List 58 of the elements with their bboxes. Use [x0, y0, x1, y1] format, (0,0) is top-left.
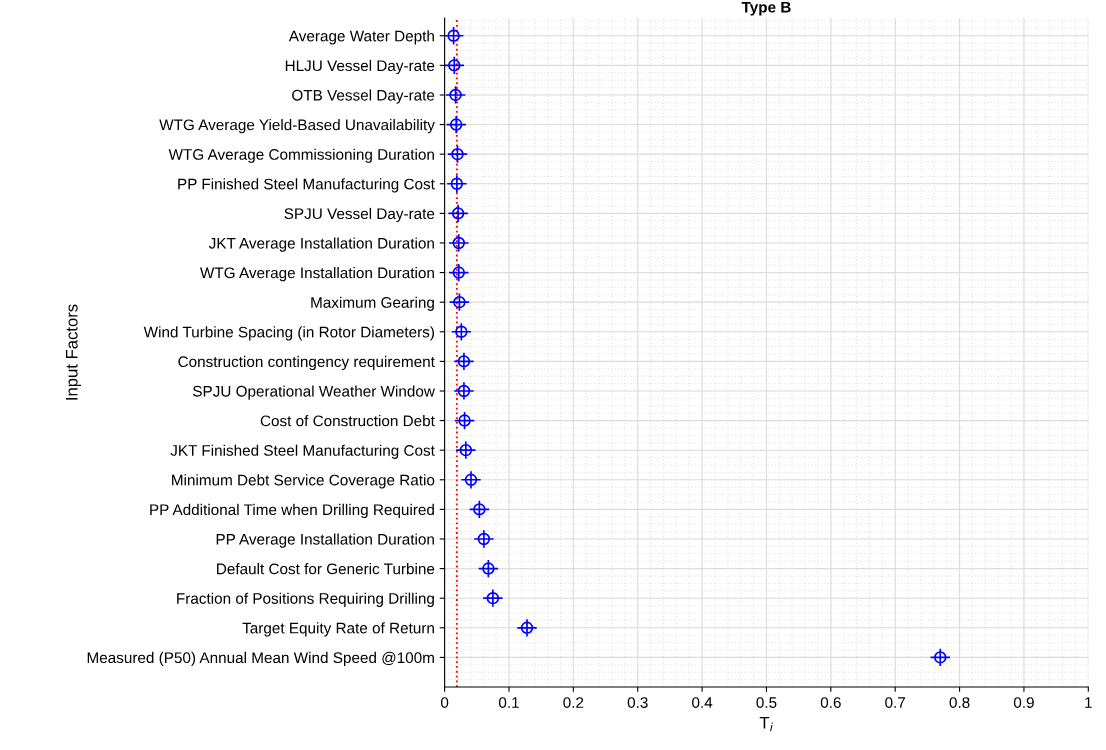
y-tick-label: WTG Average Yield-Based Unavailability — [159, 119, 435, 134]
x-tick-label: 0.2 — [563, 697, 584, 708]
y-tick-label: WTG Average Commissioning Duration — [168, 148, 434, 163]
y-tick-label: Cost of Construction Debt — [260, 415, 435, 427]
y-tick-label: Measured (P50) Annual Mean Wind Speed @100m — [87, 651, 434, 667]
y-tick-label: Fraction of Positions Requiring Drilling — [177, 592, 434, 607]
point — [454, 411, 476, 431]
y-tick-label: Maximum Gearing — [311, 296, 434, 311]
point — [448, 233, 470, 253]
point — [460, 470, 482, 490]
point — [444, 26, 465, 46]
point — [447, 203, 469, 223]
x-axis-title: T$_{i}$ — [759, 717, 773, 732]
y-tick-label: Wind Turbine Spacing (in Rotor Diameters) — [143, 326, 434, 341]
point — [477, 559, 499, 579]
y-tick-label: HLJU Vessel Day-rate — [285, 59, 435, 75]
point — [482, 588, 504, 608]
x-tick-label: 0.6 — [820, 697, 841, 708]
point — [468, 499, 490, 519]
point — [929, 647, 951, 667]
point — [446, 174, 468, 194]
y-tick-label: SPJU Operational Weather Window — [193, 385, 435, 400]
point — [453, 351, 475, 371]
y-tick-label: Average Water Depth — [288, 30, 434, 45]
y-tick-label: JKT Finished Steel Manufacturing Cost — [170, 444, 435, 459]
y-tick-label: SPJU Vessel Day-rate — [284, 207, 435, 223]
x-tick-label: 0.5 — [756, 697, 777, 708]
y-tick-label: Default Cost for Generic Turbine — [217, 563, 435, 575]
point — [516, 618, 538, 638]
x-tick-label: 0 — [440, 697, 449, 708]
y-tick-label: Minimum Debt Service Coverage Ratio — [172, 474, 435, 489]
y-axis-title: Input Factors — [66, 304, 81, 400]
y-tick-label: Construction contingency requirement — [178, 355, 435, 371]
x-tick-label: 0.9 — [1013, 697, 1034, 708]
x-tick-label: 0.4 — [692, 697, 713, 708]
point — [444, 55, 465, 75]
y-tick-label: PP Additional Time when Drilling Required — [150, 503, 434, 519]
point — [446, 144, 469, 164]
point — [473, 529, 495, 549]
point — [450, 322, 472, 342]
y-tick-label: JKT Average Installation Duration — [208, 237, 434, 252]
y-tick-label: PP Average Installation Duration — [216, 533, 434, 548]
x-tick-label: 0.8 — [949, 697, 970, 708]
x-tick-label: 0.1 — [498, 697, 519, 708]
y-tick-label: WTG Average Installation Duration — [200, 267, 434, 282]
point — [448, 292, 470, 312]
x-tick-label: 1 — [1085, 697, 1092, 708]
point — [444, 85, 467, 105]
point — [448, 263, 470, 283]
chart-title: Type B — [741, 1, 791, 16]
x-tick-label: 0.7 — [885, 697, 906, 708]
x-tick-label: 0.3 — [627, 697, 648, 708]
y-tick-label: PP Finished Steel Manufacturing Cost — [178, 178, 435, 193]
y-tick-label: OTB Vessel Day-rate — [292, 89, 435, 104]
y-tick-label: Target Equity Rate of Return — [242, 622, 434, 637]
point — [453, 381, 475, 401]
point — [455, 440, 477, 460]
point — [445, 115, 467, 135]
